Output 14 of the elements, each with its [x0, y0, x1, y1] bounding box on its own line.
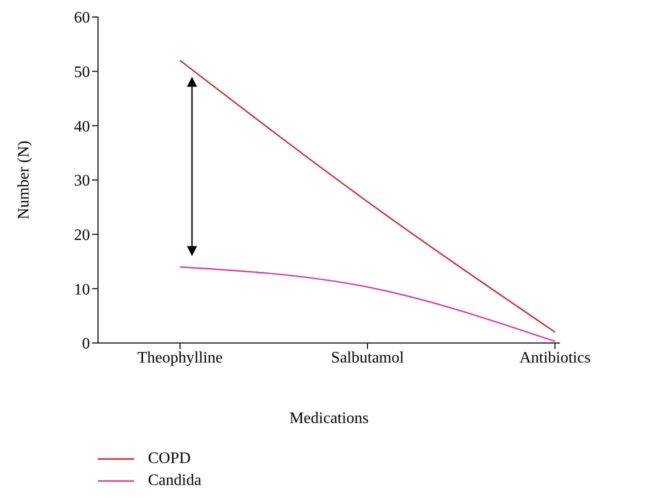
- y-tick-label: 20: [74, 227, 90, 244]
- y-tick-label: 0: [82, 336, 90, 353]
- y-tick-label: 50: [74, 64, 90, 82]
- y-tick-label: 10: [74, 281, 90, 298]
- y-tick-label: 40: [74, 118, 90, 136]
- x-tick-label: Antibiotics: [519, 349, 591, 366]
- y-tick-label: 60: [74, 10, 90, 27]
- x-axis-title: Medications: [289, 410, 369, 427]
- legend-label: COPD: [148, 449, 191, 469]
- x-tick-label: Theophylline: [137, 349, 223, 366]
- y-tick-label: 30: [74, 172, 90, 190]
- y-axis-title: Number (N): [16, 140, 33, 220]
- legend-label: Candida: [148, 471, 202, 491]
- x-tick-label: Salbutamol: [331, 349, 404, 366]
